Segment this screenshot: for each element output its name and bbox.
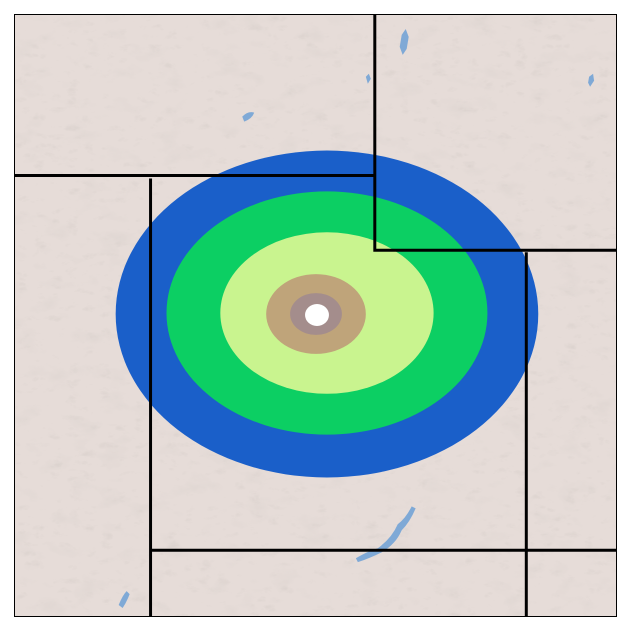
reservoir-south bbox=[355, 506, 416, 563]
boundary-north-vertical bbox=[373, 15, 616, 252]
map-panel[interactable] bbox=[14, 14, 617, 617]
lake-north-small bbox=[365, 73, 371, 84]
lake-southwest bbox=[118, 591, 130, 609]
lake-north bbox=[399, 28, 409, 55]
lake-west bbox=[242, 112, 255, 122]
water-bodies bbox=[118, 28, 595, 609]
impact-zones bbox=[115, 150, 539, 478]
inner-zone[interactable] bbox=[305, 304, 329, 326]
map-canvas[interactable] bbox=[15, 15, 616, 616]
state-boundaries bbox=[15, 15, 616, 616]
lake-northeast bbox=[588, 73, 595, 87]
